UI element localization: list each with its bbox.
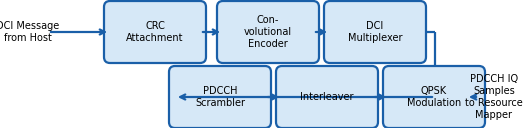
FancyBboxPatch shape [104, 1, 206, 63]
FancyBboxPatch shape [324, 1, 426, 63]
Text: CRC
Attachment: CRC Attachment [126, 21, 184, 43]
Text: DCI
Multiplexer: DCI Multiplexer [348, 21, 402, 43]
Text: DCI Message
from Host: DCI Message from Host [0, 21, 59, 43]
Text: QPSK
Modulation: QPSK Modulation [407, 86, 461, 108]
Text: PDCCH
Scrambler: PDCCH Scrambler [195, 86, 245, 108]
Text: Con-
volutional
Encoder: Con- volutional Encoder [244, 15, 292, 49]
Text: Interleaver: Interleaver [301, 92, 354, 102]
FancyBboxPatch shape [383, 66, 485, 128]
Text: PDCCH IQ
Samples
to Resource
Mapper: PDCCH IQ Samples to Resource Mapper [465, 74, 523, 120]
FancyBboxPatch shape [217, 1, 319, 63]
FancyBboxPatch shape [169, 66, 271, 128]
FancyBboxPatch shape [276, 66, 378, 128]
